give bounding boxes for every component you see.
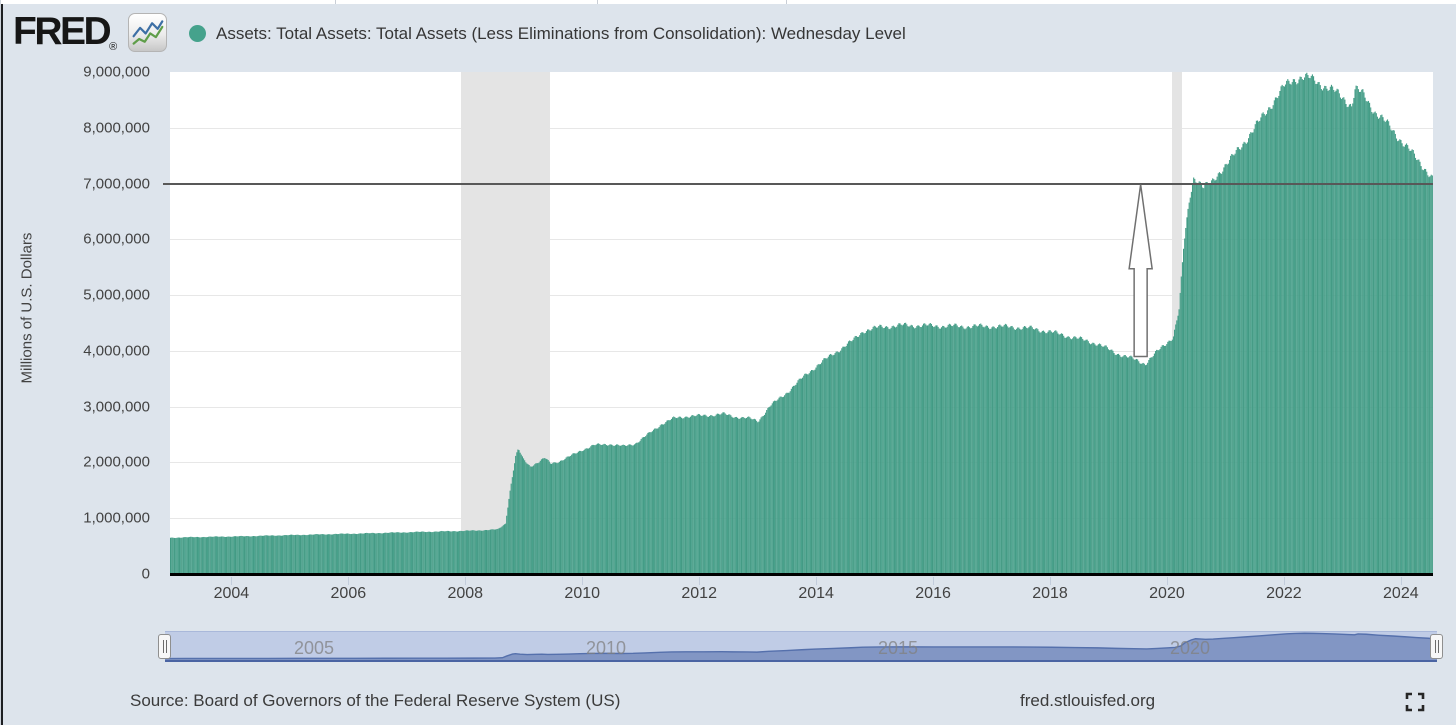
y-axis-tick-label: 8,000,000: [83, 119, 150, 137]
x-axis-tick-mark: [231, 577, 233, 585]
navigator-left-handle[interactable]: [158, 634, 171, 659]
y-axis-tick-label: 0: [141, 565, 150, 583]
browser-top-strip: [0, 0, 1456, 4]
series-title: Assets: Total Assets: Total Assets (Less…: [216, 24, 906, 43]
x-axis-tick-mark: [933, 577, 935, 585]
y-axis-tick-label: 4,000,000: [83, 342, 150, 360]
navigator-year-label: 2015: [877, 638, 919, 658]
x-axis-tick-mark: [348, 577, 350, 585]
x-axis-tick-mark: [465, 577, 467, 585]
y-axis-tick-label: 3,000,000: [83, 398, 150, 416]
navigator-year-label: 2020: [1169, 638, 1211, 658]
annotation-level-line: [163, 182, 1433, 185]
x-axis-tick-label: 2006: [330, 585, 367, 602]
x-axis-tick-label: 2010: [564, 585, 601, 602]
left-edge-divider: [0, 0, 1, 725]
y-axis-tick-label: 9,000,000: [83, 63, 150, 81]
series-legend-marker: [189, 25, 206, 42]
x-axis-tick-label: 2008: [447, 585, 484, 602]
x-axis-tick-mark: [816, 577, 818, 585]
fullscreen-expand-icon[interactable]: [1404, 691, 1426, 713]
source-attribution: Source: Board of Governors of the Federa…: [130, 691, 621, 710]
x-axis-tick-label: 2018: [1032, 585, 1068, 602]
navigator-mini-chart[interactable]: [165, 632, 1437, 662]
registered-mark: ®: [109, 41, 118, 53]
x-axis-tick-label: 2014: [798, 585, 834, 602]
navigator-year-label: 2010: [585, 638, 627, 658]
x-axis-tick-mark: [1166, 577, 1168, 585]
x-axis-tick-label: 2022: [1266, 585, 1302, 602]
x-axis-tick-mark: [1400, 577, 1402, 585]
x-axis-tick-label: 2016: [915, 585, 951, 602]
x-axis-tick-mark: [1283, 577, 1285, 585]
navigator-year-label: 2005: [293, 638, 335, 658]
sparkline-chart-icon: [128, 13, 167, 52]
x-axis-tick-mark: [1050, 577, 1051, 585]
x-axis-tick-label: 2024: [1383, 585, 1419, 602]
left-edge-border: [1, 4, 3, 725]
fred-logo: FRED®: [13, 10, 118, 54]
x-axis-tick-label: 2020: [1149, 585, 1185, 602]
range-navigator[interactable]: 2005 2010 2015 2020: [158, 631, 1443, 662]
x-axis-tick-label: 2004: [213, 585, 250, 602]
data-series-area[interactable]: [170, 72, 1433, 574]
x-axis-tick-mark: [699, 577, 701, 585]
x-axis-tick-mark: [582, 577, 584, 585]
navigator-right-handle[interactable]: [1430, 634, 1443, 659]
annotation-arrow-icon: [1128, 184, 1153, 358]
y-axis-tick-label: 5,000,000: [83, 286, 150, 304]
y-axis-tick-label: 7,000,000: [83, 175, 150, 193]
y-axis-tick-label: 2,000,000: [83, 453, 150, 471]
x-axis-line: [170, 573, 1433, 576]
y-axis-tick-label: 1,000,000: [83, 509, 150, 527]
y-axis-tick-label: 6,000,000: [83, 230, 150, 248]
x-axis-tick-label: 2012: [681, 585, 717, 602]
fred-site-link[interactable]: fred.stlouisfed.org: [1020, 691, 1156, 710]
chart-plot-area[interactable]: [163, 72, 1433, 574]
